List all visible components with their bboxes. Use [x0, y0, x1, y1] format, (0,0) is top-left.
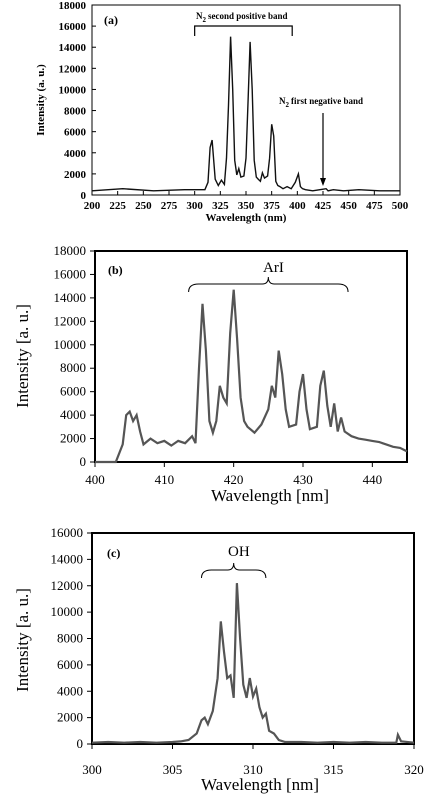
- panel-a: 0 2000 4000 6000 8000 10000 12000 14000 16000 180…: [35, 0, 409, 224]
- panel-a-x-tick-label: 475: [366, 200, 383, 212]
- panel-a-x-tick-label: 450: [340, 200, 357, 212]
- panel-c-x-tick-label: 305: [163, 762, 183, 777]
- panel-c-x-axis-label: Wavelength [nm]: [201, 775, 319, 794]
- panel-a-x-tick-label: 300: [186, 200, 203, 212]
- panel-a-second-positive-text: second positive band: [208, 11, 288, 21]
- panel-a-second-positive-subscript: 2: [203, 16, 207, 24]
- panel-b-y-tick-label: 0: [80, 454, 87, 469]
- panel-a-x-tick-label: 325: [212, 200, 229, 212]
- panel-a-x-tick-label: 225: [109, 200, 126, 212]
- panel-a-y-tick-label: 12000: [59, 63, 87, 75]
- panel-a-first-negative-label: N2 first negative band: [279, 96, 363, 109]
- panel-b-x-tick-label: 400: [85, 472, 105, 487]
- panel-b-y-tick-label: 18000: [54, 243, 87, 258]
- panel-b-spectrum-line: [95, 289, 408, 464]
- panel-a-first-negative-subscript: 2: [286, 101, 290, 109]
- panel-c-y-tick-label: 12000: [51, 578, 84, 593]
- panel-b-y-tick-label: 8000: [60, 360, 86, 375]
- panel-c-x-tick-label: 310: [243, 762, 263, 777]
- panel-a-y-tick-label: 4000: [64, 148, 87, 160]
- panel-c-y-tick-label: 4000: [57, 683, 83, 698]
- panel-c-x-ticks: 300 305 310 315 320: [82, 744, 424, 777]
- panel-b-y-tick-label: 16000: [54, 266, 87, 281]
- panel-a-spectrum-line: [91, 36, 400, 192]
- panel-c-frame: [91, 532, 415, 745]
- panel-b-y-tick-label: 2000: [60, 431, 86, 446]
- panel-c-tag: (c): [107, 546, 120, 560]
- panel-a-x-axis-label: Wavelength (nm): [206, 212, 287, 224]
- panel-b-x-tick-label: 430: [293, 472, 313, 487]
- panel-c-x-tick-label: 315: [324, 762, 344, 777]
- panel-a-x-tick-label: 400: [289, 200, 306, 212]
- panel-b-y-axis-label: Intensity [a. u.]: [13, 304, 32, 408]
- panel-a-y-tick-label: 0: [81, 190, 87, 202]
- panel-b-tag: (b): [108, 263, 123, 277]
- panel-a-y-tick-label: 8000: [64, 106, 87, 118]
- panel-c-oh-bracket: [200, 562, 267, 579]
- panel-b-curly-brace: [188, 276, 349, 293]
- panel-a-x-tick-label: 375: [263, 200, 280, 212]
- panel-c-y-tick-label: 14000: [51, 551, 84, 566]
- panel-c-y-tick-label: 8000: [57, 631, 83, 646]
- panel-a-x-tick-label: 350: [238, 200, 255, 212]
- panel-a-x-ticks: 200 225 250 275 300 325 350 375 400 425 450 475 500: [84, 191, 409, 212]
- panel-c: 0 2000 4000 6000 8000 10000 12000 14000 16000 30…: [13, 525, 424, 794]
- panel-c-spectrum-line: [91, 583, 415, 744]
- panel-b-y-ticks: 0 2000 4000 6000 8000 10000 12000 14000 16000 180…: [54, 243, 95, 469]
- panel-a-y-tick-label: 10000: [59, 84, 87, 96]
- panel-b-y-tick-label: 12000: [54, 313, 87, 328]
- panel-b-x-ticks: 400 410 420 430 440: [85, 462, 382, 487]
- panel-b: 0 2000 4000 6000 8000 10000 12000 14000 16000 180…: [13, 243, 408, 505]
- panel-a-x-tick-label: 275: [161, 200, 178, 212]
- panel-a-y-tick-label: 16000: [59, 21, 87, 33]
- panel-a-y-tick-label: 6000: [64, 127, 87, 139]
- panel-a-y-tick-label: 18000: [59, 0, 87, 12]
- panel-a-y-tick-label: 2000: [64, 169, 87, 181]
- panel-a-second-positive-bracket: [194, 25, 293, 36]
- panel-a-y-axis-label: Intensity (a. u.): [35, 64, 47, 136]
- panel-b-x-axis-label: Wavelength [nm]: [211, 486, 329, 505]
- panel-b-arI-bracket: [188, 276, 349, 293]
- panel-c-y-axis-label: Intensity [a. u.]: [13, 588, 32, 692]
- panel-b-frame: [94, 250, 408, 463]
- panel-c-y-tick-label: 0: [77, 736, 84, 751]
- panel-a-x-tick-label: 500: [392, 200, 409, 212]
- panel-a-bracket-path: [194, 25, 293, 36]
- panel-c-curly-brace: [200, 562, 267, 579]
- panel-c-y-tick-label: 2000: [57, 710, 83, 725]
- panel-b-arI-label: ArI: [263, 260, 284, 276]
- panel-a-first-negative-text: first negative band: [291, 96, 363, 106]
- panel-b-x-tick-label: 440: [363, 472, 383, 487]
- panel-a-first-negative-arrow: [320, 113, 326, 186]
- panel-c-y-tick-label: 10000: [51, 604, 84, 619]
- panel-a-x-tick-label: 425: [315, 200, 332, 212]
- panel-b-y-tick-label: 14000: [54, 290, 87, 305]
- panel-b-y-tick-label: 10000: [54, 337, 87, 352]
- panel-a-y-tick-label: 14000: [59, 42, 87, 54]
- panel-c-y-ticks: 0 2000 4000 6000 8000 10000 12000 14000 16000: [51, 525, 92, 751]
- panel-c-y-tick-label: 16000: [51, 525, 84, 540]
- panel-a-arrow-head: [320, 178, 326, 186]
- panel-c-y-tick-label: 6000: [57, 657, 83, 672]
- panel-b-x-tick-label: 410: [155, 472, 175, 487]
- panel-b-y-tick-label: 4000: [60, 407, 86, 422]
- panel-b-y-tick-label: 6000: [60, 384, 86, 399]
- panel-a-y-ticks: 0 2000 4000 6000 8000 10000 12000 14000 16000 180…: [59, 0, 96, 202]
- panel-c-x-tick-label: 300: [82, 762, 102, 777]
- panel-a-x-tick-label: 250: [135, 200, 152, 212]
- panel-a-x-tick-label: 200: [84, 200, 101, 212]
- panel-c-oh-label: OH: [228, 544, 250, 560]
- panel-a-second-positive-label: N2 second positive band: [196, 11, 288, 24]
- panel-c-x-tick-label: 320: [404, 762, 424, 777]
- panel-b-x-tick-label: 420: [224, 472, 244, 487]
- panel-a-tag: (a): [104, 13, 118, 27]
